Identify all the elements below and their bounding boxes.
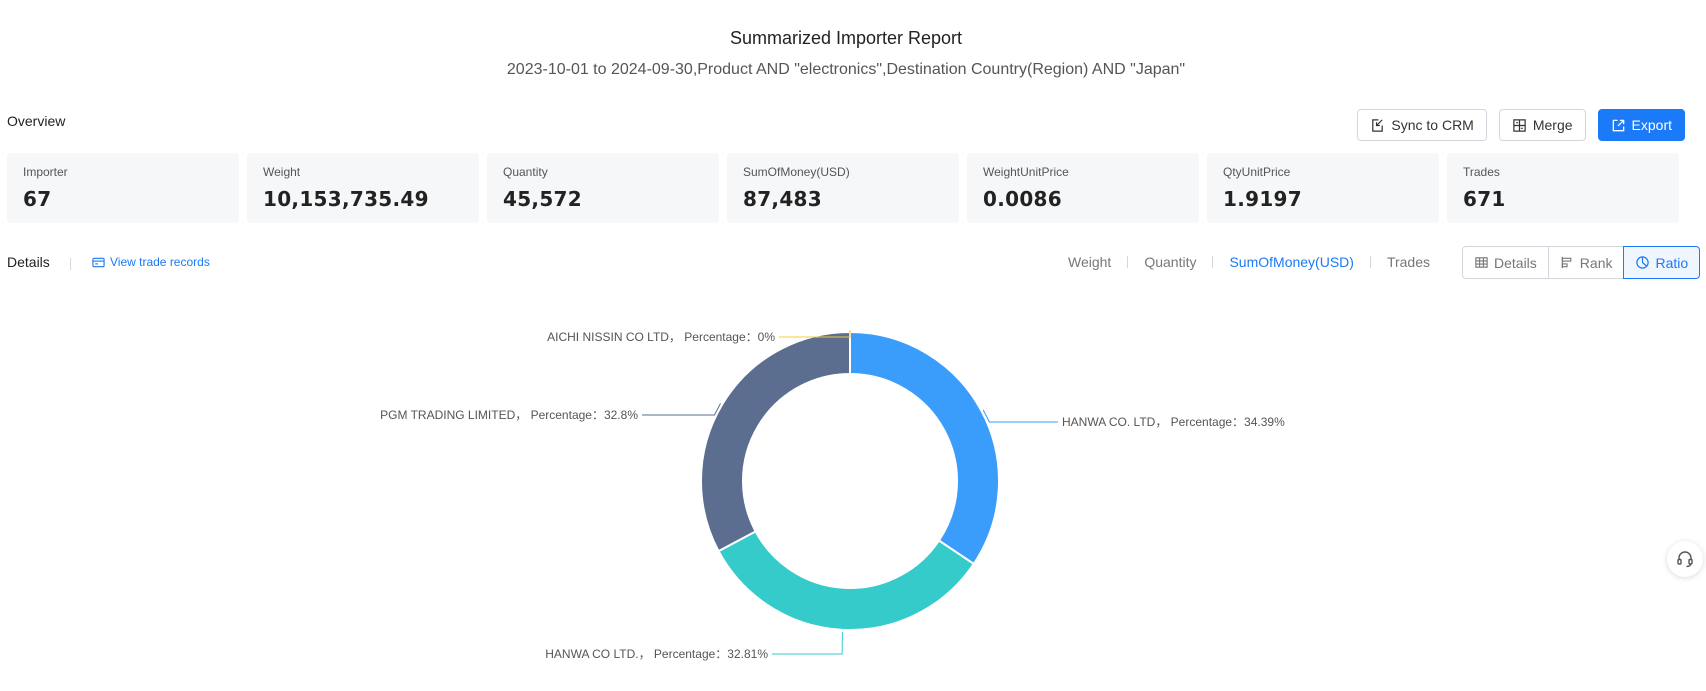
merge-icon bbox=[1513, 118, 1526, 132]
report-subtitle: 2023-10-01 to 2024-09-30,Product AND "el… bbox=[506, 61, 1186, 78]
stat-label: Weight bbox=[263, 165, 301, 179]
stats-row: Importer 67 Weight 10,153,735.49 Quantit… bbox=[7, 153, 1679, 223]
stat-value: 671 bbox=[1463, 187, 1506, 211]
view-tab-label: Details bbox=[1494, 254, 1537, 271]
stat-label: Quantity bbox=[503, 165, 548, 179]
stat-label: Importer bbox=[23, 165, 68, 179]
stat-card-quantity: Quantity 45,572 bbox=[487, 153, 719, 223]
top-actions: Sync to CRM Merge Export bbox=[1357, 109, 1685, 141]
stat-label: QtyUnitPrice bbox=[1223, 165, 1291, 179]
stat-label: WeightUnitPrice bbox=[983, 165, 1069, 179]
overview-label: Overview bbox=[7, 113, 66, 129]
stat-value: 67 bbox=[23, 187, 52, 211]
divider bbox=[1369, 256, 1371, 268]
view-tab-label: Rank bbox=[1579, 254, 1613, 271]
merge-label: Merge bbox=[1532, 117, 1573, 133]
sync-to-crm-label: Sync to CRM bbox=[1391, 117, 1474, 133]
stat-card-qty-unit-price: QtyUnitPrice 1.9197 bbox=[1207, 153, 1439, 223]
view-tabs: Details Rank Ratio bbox=[1462, 246, 1701, 279]
slice-label: PGM TRADING LIMITED， Percentage：32.8% bbox=[380, 408, 638, 422]
customer-support-button[interactable] bbox=[1667, 541, 1703, 577]
tab-sum-of-money[interactable]: SumOfMoney(USD) bbox=[1229, 254, 1354, 270]
export-label: Export bbox=[1631, 117, 1672, 133]
table-icon bbox=[1475, 257, 1488, 268]
metric-tabs: Weight Quantity SumOfMoney(USD) Trades bbox=[1068, 254, 1430, 270]
divider bbox=[70, 258, 71, 270]
slice-label: HANWA CO LTD.， Percentage：32.81% bbox=[545, 647, 768, 661]
stat-card-weight-unit-price: WeightUnitPrice 0.0086 bbox=[967, 153, 1199, 223]
stat-value: 45,572 bbox=[503, 187, 582, 211]
stat-value: 10,153,735.49 bbox=[263, 187, 429, 211]
details-label: Details bbox=[7, 254, 50, 270]
tab-quantity[interactable]: Quantity bbox=[1144, 254, 1197, 270]
tab-trades[interactable]: Trades bbox=[1386, 254, 1430, 270]
divider bbox=[1212, 256, 1214, 268]
view-tab-rank[interactable]: Rank bbox=[1547, 246, 1625, 279]
stat-label: SumOfMoney(USD) bbox=[743, 165, 850, 179]
records-icon bbox=[92, 257, 105, 267]
view-trade-records-link[interactable]: View trade records bbox=[92, 255, 210, 269]
label-leader-line bbox=[772, 631, 843, 655]
sync-icon bbox=[1372, 118, 1384, 132]
label-leader-line bbox=[982, 409, 1058, 423]
report-title: Summarized Importer Report bbox=[729, 28, 963, 48]
view-trade-records-label: View trade records bbox=[110, 255, 210, 269]
merge-button[interactable]: Merge bbox=[1498, 109, 1586, 141]
divider bbox=[1127, 256, 1129, 268]
sync-to-crm-button[interactable]: Sync to CRM bbox=[1357, 109, 1487, 141]
label-leader-line bbox=[779, 330, 851, 338]
pie-chart-icon bbox=[1636, 256, 1650, 269]
slice-label: HANWA CO. LTD， Percentage：34.39% bbox=[1062, 415, 1285, 429]
stat-card-importer: Importer 67 bbox=[7, 153, 239, 223]
export-button[interactable]: Export bbox=[1597, 109, 1685, 141]
slice-pgm-trading-limited[interactable] bbox=[700, 330, 851, 553]
slice-hanwa-co-ltd[interactable] bbox=[849, 330, 1000, 566]
slice-hanwa-co-ltd-dot[interactable] bbox=[717, 530, 976, 631]
ratio-donut-chart: HANWA CO. LTD， Percentage：34.39% HANWA CO… bbox=[380, 330, 1285, 661]
stat-value: 87,483 bbox=[743, 187, 822, 211]
stat-card-weight: Weight 10,153,735.49 bbox=[247, 153, 479, 223]
stat-card-sum-of-money: SumOfMoney(USD) 87,483 bbox=[727, 153, 959, 223]
view-tab-label: Ratio bbox=[1655, 254, 1689, 271]
stat-card-trades: Trades 671 bbox=[1447, 153, 1679, 223]
export-icon bbox=[1612, 119, 1624, 131]
tab-weight[interactable]: Weight bbox=[1068, 254, 1112, 270]
label-leader-line bbox=[642, 403, 721, 416]
stat-value: 1.9197 bbox=[1223, 187, 1302, 211]
view-tab-details[interactable]: Details bbox=[1462, 246, 1549, 279]
rank-icon bbox=[1561, 256, 1572, 269]
view-tab-ratio[interactable]: Ratio bbox=[1623, 246, 1701, 279]
stat-label: Trades bbox=[1463, 165, 1500, 179]
slice-label: AICHI NISSIN CO LTD， Percentage：0% bbox=[547, 330, 775, 344]
stat-value: 0.0086 bbox=[983, 187, 1062, 211]
headset-icon bbox=[1677, 551, 1693, 568]
